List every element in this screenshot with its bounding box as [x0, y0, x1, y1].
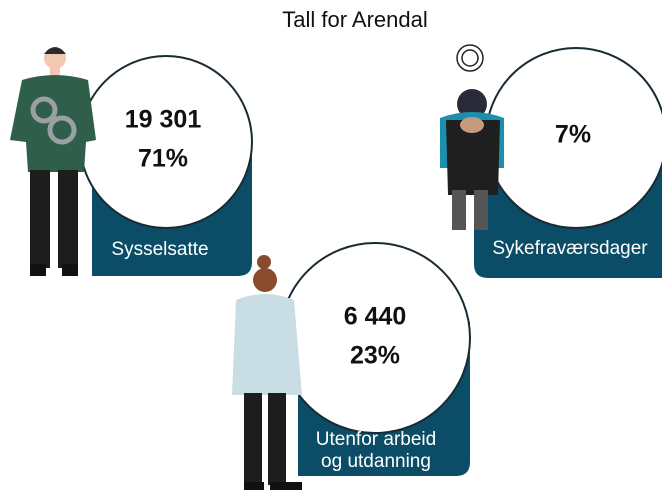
person-illustration	[10, 47, 96, 276]
card-label: Utenfor arbeid	[316, 429, 436, 450]
card-outside: 6 440 23% Utenfor arbeid og utdanning	[279, 242, 471, 476]
person-illustration	[232, 255, 302, 490]
card-share: 7%	[555, 121, 591, 149]
card-circle	[79, 55, 253, 229]
card-label: Sykefraværsdager	[492, 238, 648, 259]
card-employed: 19 301 71% Sysselsatte	[79, 55, 253, 276]
card-label: og utdanning	[321, 451, 431, 472]
card-count: 6 440	[344, 303, 407, 331]
card-share: 71%	[138, 145, 188, 173]
card-label: Sysselsatte	[111, 239, 208, 260]
page-title: Tall for Arendal	[282, 7, 428, 32]
card-sickleave: 7% Sykefraværsdager	[474, 47, 662, 278]
card-count: 19 301	[125, 106, 202, 134]
card-circle	[279, 242, 471, 434]
card-share: 23%	[350, 342, 400, 370]
person-illustration	[440, 44, 504, 230]
